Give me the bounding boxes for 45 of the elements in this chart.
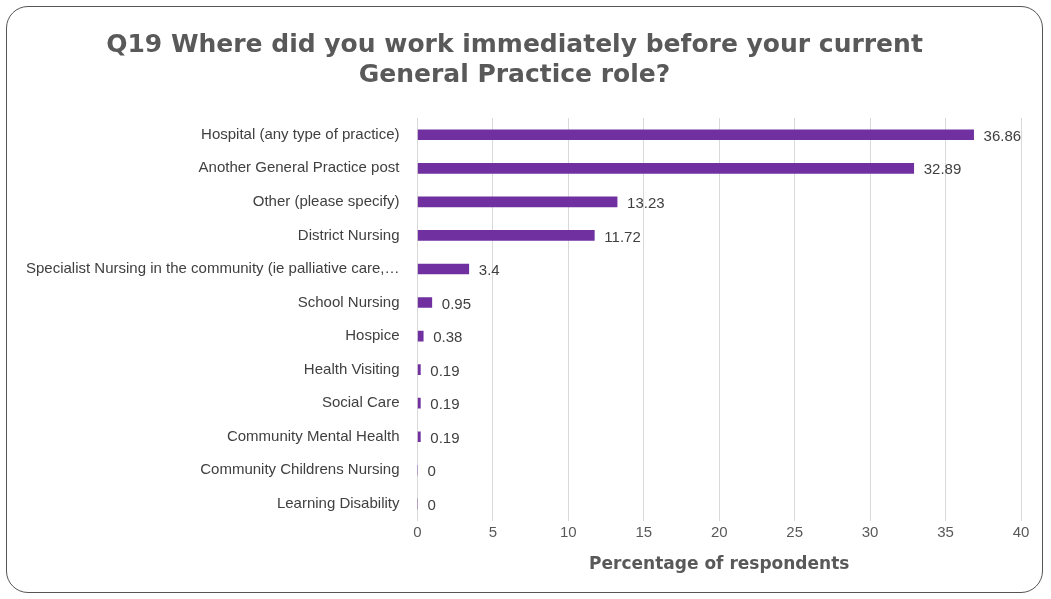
bar (417, 431, 421, 443)
bar (417, 129, 974, 141)
data-label: 36.86 (983, 126, 1022, 144)
x-tick-label: 15 (635, 522, 653, 540)
y-tick-label: Other (please specify) (252, 192, 400, 210)
x-tick-label: 0 (413, 522, 422, 540)
y-tick-label: District Nursing (297, 225, 400, 243)
bar (417, 163, 915, 174)
x-tick-label: 40 (1012, 522, 1030, 540)
data-label: 3.4 (478, 261, 500, 279)
data-label: 0.19 (430, 361, 460, 379)
y-tick-label: Social Care (321, 393, 400, 411)
bar (417, 297, 433, 308)
bar (417, 230, 595, 241)
x-tick-label: 5 (488, 522, 498, 540)
data-label: 13.23 (627, 194, 665, 212)
data-label: 0.38 (433, 328, 463, 346)
data-label: 0 (427, 495, 436, 513)
x-axis-title: Percentage of respondents (589, 553, 850, 574)
y-tick-label: Community Childrens Nursing (200, 460, 400, 478)
data-label: 32.89 (923, 160, 962, 178)
x-tick-label: 20 (710, 522, 728, 540)
x-tick-label: 10 (560, 522, 577, 540)
data-label: 11.72 (604, 227, 641, 245)
y-tick-label: Community Mental Health (226, 426, 400, 444)
y-tick-label: Specialist Nursing in the community (ie palliative care,… (26, 259, 400, 277)
bar (417, 364, 421, 375)
data-label: 0 (427, 462, 436, 480)
data-label: 0.95 (441, 294, 472, 312)
bar (417, 330, 424, 342)
y-tick-label: Hospital (any type of practice) (201, 124, 400, 142)
x-tick-label: 35 (937, 522, 954, 540)
bar (417, 263, 470, 275)
data-label: 0.19 (430, 428, 460, 446)
x-tick-label: 30 (861, 522, 879, 540)
x-tick-label: 25 (786, 522, 804, 540)
y-tick-label: Health Visiting (303, 359, 400, 377)
y-tick-label: Learning Disability (276, 493, 400, 511)
y-tick-label: Hospice (345, 326, 400, 344)
bar (417, 196, 618, 208)
bar (417, 397, 421, 409)
data-label: 0.19 (430, 395, 460, 413)
y-tick-label: Another General Practice post (198, 158, 401, 176)
y-tick-label: School Nursing (297, 292, 400, 310)
chart-title: Q19 Where did you work immediately before your current General Practice role? (106, 28, 923, 88)
